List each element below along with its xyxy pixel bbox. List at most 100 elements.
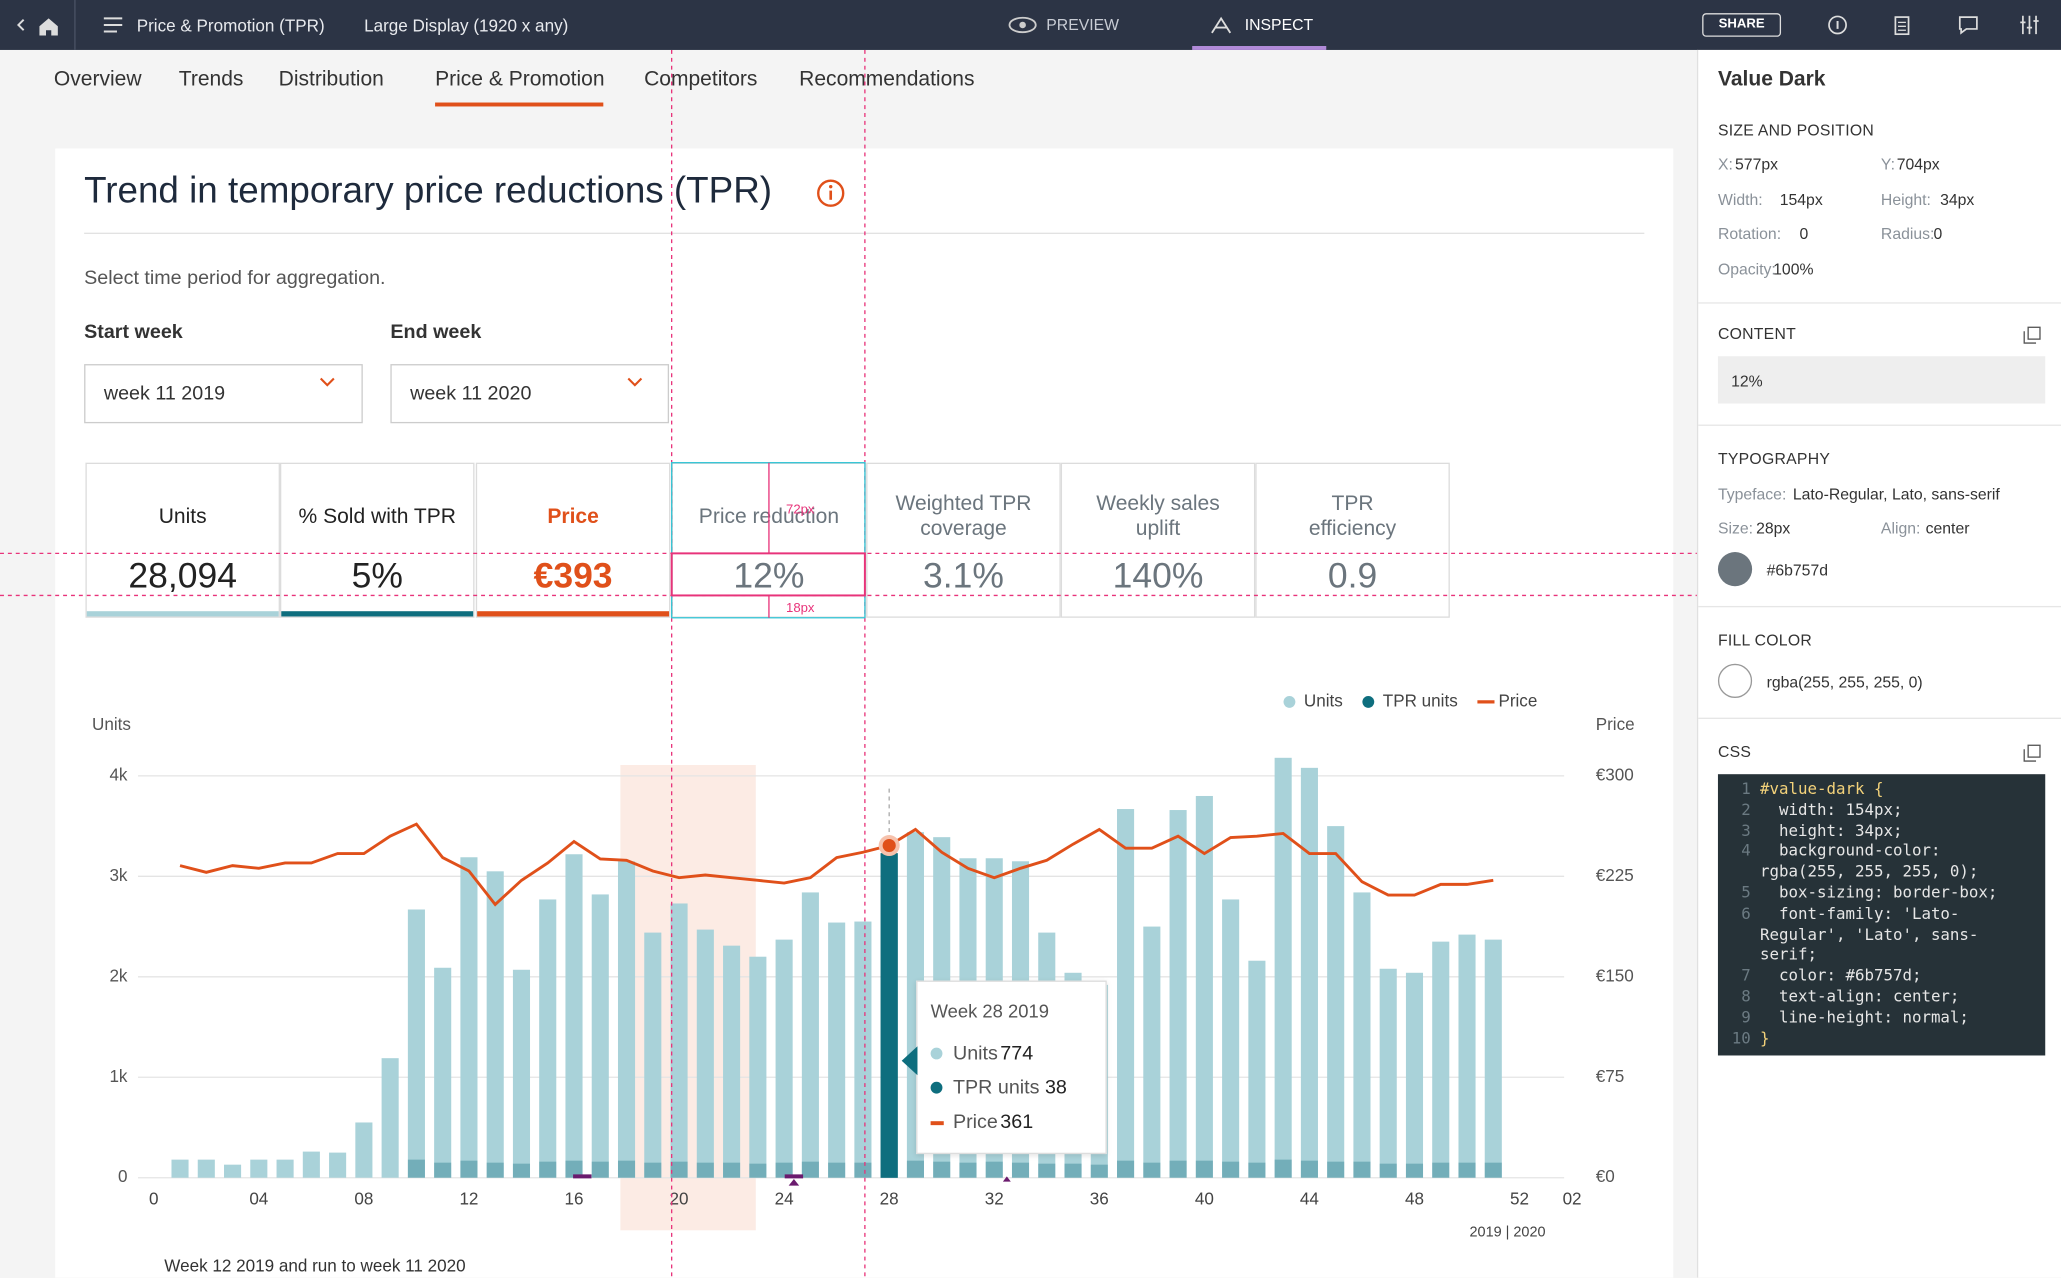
copy-icon[interactable] [2023, 326, 2041, 344]
field-value: 28px [1756, 519, 1791, 538]
bar [723, 1162, 741, 1178]
bar [539, 899, 557, 1178]
kpi-cell: Price €393 [475, 462, 671, 618]
kpi-label: % Sold with TPR [298, 505, 456, 528]
bar [644, 1162, 662, 1178]
tab-underline [435, 102, 604, 107]
x-tick-label: 0 [149, 1190, 159, 1209]
tooltip-value: 774 [1000, 1042, 1034, 1065]
tab[interactable]: Competitors [644, 68, 758, 91]
bar [539, 1161, 557, 1178]
kpi-cell: Weighted TPR coverage 3.1% [866, 462, 1061, 618]
bar [1432, 941, 1450, 1178]
bar [880, 853, 898, 1178]
measure-overlay: 72px 18px [0, 49, 1699, 1278]
tab[interactable]: Distribution [278, 68, 384, 91]
tooltip-value: 361 [1000, 1110, 1034, 1134]
section-heading: CSS [1717, 742, 1752, 762]
field-label: Align: [1880, 519, 1921, 538]
bar [1117, 809, 1135, 1178]
toolbar-icons[interactable] [1824, 13, 2047, 37]
line-number: 8 [1741, 987, 1751, 1006]
measure-label: 18px [786, 600, 815, 615]
fill-value: rgba(255, 255, 255, 0) [1766, 672, 1923, 692]
bar [749, 1163, 767, 1178]
y2-tick-label: €75 [1596, 1067, 1625, 1086]
kpi-bar [477, 611, 670, 617]
field-value: 100% [1773, 259, 1814, 278]
start-dropdown[interactable] [84, 364, 363, 424]
page-name[interactable]: Price & Promotion (TPR) [136, 15, 325, 36]
divider [1698, 424, 2061, 426]
x-tick-label: 24 [775, 1190, 794, 1209]
field-label: Opacity: [1717, 259, 1776, 278]
share-button[interactable]: SHARE [1702, 13, 1782, 37]
bar [1090, 1164, 1108, 1178]
bar [381, 1058, 399, 1178]
field-label: End week [390, 320, 482, 344]
bar [329, 1152, 347, 1178]
tab[interactable]: Overview [53, 68, 142, 91]
info-icon[interactable] [815, 177, 847, 209]
tab[interactable]: Trends [178, 68, 244, 91]
field-value: 154px [1779, 189, 1823, 209]
kpi-label: Weighted TPR coverage [895, 492, 1032, 541]
bar [1222, 1161, 1240, 1178]
field-value: 704px [1896, 155, 1940, 174]
field-label: Radius: [1880, 224, 1935, 244]
x-tick-label: 32 [985, 1190, 1004, 1209]
display-size[interactable]: Large Display (1920 x any) [364, 15, 569, 36]
bar [250, 1159, 268, 1178]
x-tick-label: 12 [459, 1190, 478, 1209]
field-label: Typeface: [1717, 485, 1787, 504]
tooltip-label: Price [952, 1110, 998, 1134]
menu-icon[interactable] [103, 16, 124, 34]
bar [171, 1159, 189, 1178]
bar [1327, 1161, 1345, 1178]
bar [854, 1162, 872, 1178]
end-dropdown[interactable] [390, 364, 670, 424]
legend-swatch [1362, 695, 1375, 708]
x-tick-label: 04 [249, 1190, 268, 1209]
inspect-tab[interactable]: INSPECT [1244, 15, 1314, 35]
tab[interactable]: Recommendations [799, 68, 975, 91]
bar [1405, 972, 1424, 1178]
bar [723, 945, 741, 1178]
y-tick-label: 0 [118, 1167, 128, 1186]
bar [828, 1162, 846, 1178]
bar [460, 857, 478, 1178]
y2-tick-label: €150 [1596, 966, 1634, 985]
divider [1698, 717, 2061, 719]
tooltip-swatch [930, 1047, 943, 1060]
line-number: 9 [1741, 1007, 1751, 1027]
preview-tab[interactable]: PREVIEW [1046, 15, 1120, 35]
field-value: Lato-Regular, Lato, sans-serif [1792, 485, 2000, 504]
kpi-value: 5% [351, 555, 403, 596]
content-value: 12% [1731, 371, 1763, 391]
kpi-value: 28,094 [128, 555, 237, 596]
tooltip [916, 980, 1107, 1155]
home-button[interactable] [0, 0, 79, 50]
active-indicator [1192, 46, 1327, 50]
code-line: #value-dark { [1760, 779, 1884, 798]
section-heading: TYPOGRAPHY [1717, 449, 1831, 468]
x-tick-label: 36 [1090, 1190, 1109, 1209]
line-number: 4 [1741, 841, 1751, 861]
code-line: text-align: center; [1760, 987, 1960, 1006]
bar [1064, 1163, 1082, 1178]
hover-point [882, 838, 896, 853]
field-label: Start week [84, 320, 183, 344]
color-value: #6b757d [1766, 561, 1828, 580]
copy-icon[interactable] [2023, 744, 2041, 762]
bar [985, 1161, 1003, 1178]
kpi-bar [86, 611, 279, 617]
bar [565, 1160, 583, 1178]
bar [828, 922, 846, 1178]
inspect-icon [1211, 16, 1232, 34]
y-axis-title: Units [92, 715, 131, 734]
tab-active[interactable]: Price & Promotion [435, 68, 605, 91]
tooltip-swatch [930, 1121, 944, 1125]
bar [1274, 757, 1292, 1178]
section-heading: CONTENT [1717, 324, 1797, 344]
line-number: 5 [1741, 883, 1751, 902]
